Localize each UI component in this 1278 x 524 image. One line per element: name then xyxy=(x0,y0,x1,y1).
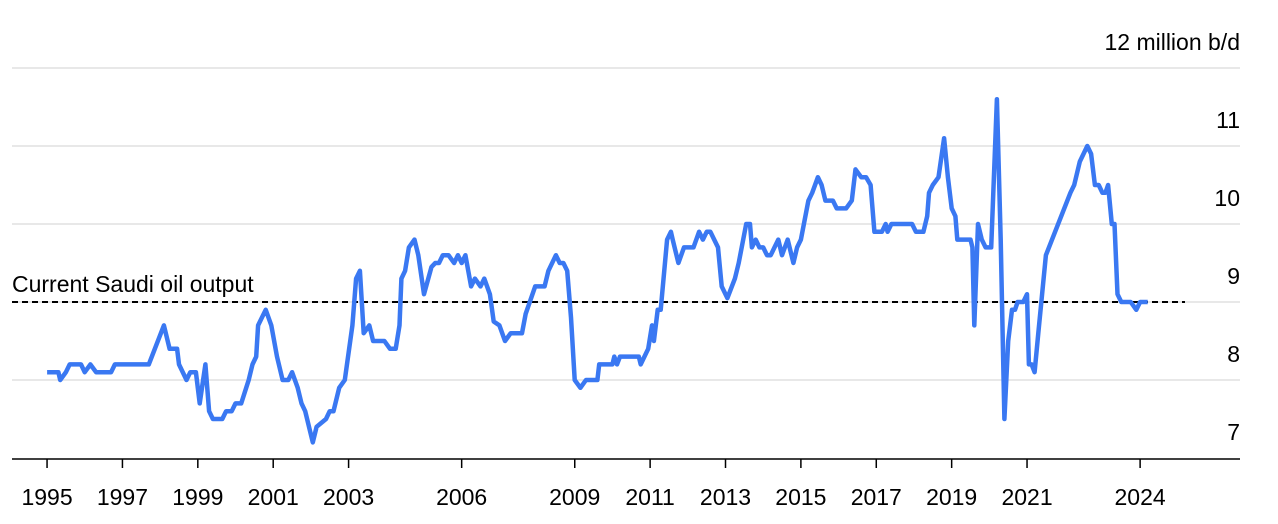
x-tick-label: 1995 xyxy=(21,484,72,510)
reference-label: Current Saudi oil output xyxy=(12,271,254,297)
x-tick-label: 2003 xyxy=(323,484,374,510)
x-tick-label: 2006 xyxy=(436,484,487,510)
x-tick-label: 2013 xyxy=(700,484,751,510)
y-tick-label: 8 xyxy=(1227,341,1240,367)
x-tick-label: 2024 xyxy=(1115,484,1166,510)
y-tick-label: 7 xyxy=(1227,419,1240,445)
y-tick-label: 9 xyxy=(1227,263,1240,289)
x-tick-label: 2017 xyxy=(851,484,902,510)
y-tick-label: 12 million b/d xyxy=(1104,29,1240,55)
x-tick-label: 2001 xyxy=(248,484,299,510)
x-tick-label: 2021 xyxy=(1001,484,1052,510)
x-tick-label: 1999 xyxy=(172,484,223,510)
y-tick-label: 10 xyxy=(1214,185,1240,211)
x-tick-label: 2015 xyxy=(775,484,826,510)
x-tick-label: 1997 xyxy=(97,484,148,510)
x-tick-label: 2009 xyxy=(549,484,600,510)
x-tick-label: 2019 xyxy=(926,484,977,510)
x-tick-label: 2011 xyxy=(625,484,674,510)
y-tick-label: 11 xyxy=(1216,107,1240,133)
data-line xyxy=(47,96,1148,445)
